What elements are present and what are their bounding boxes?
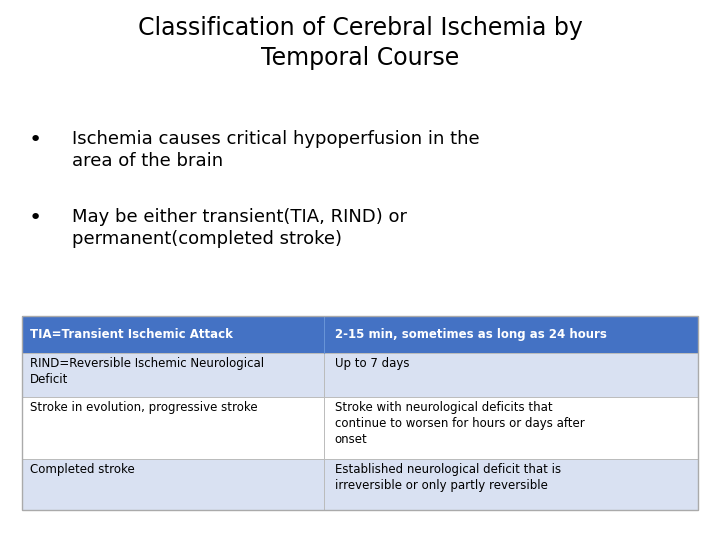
Text: •: • (29, 130, 42, 150)
Text: •: • (29, 208, 42, 228)
Text: Completed stroke: Completed stroke (30, 463, 135, 476)
Text: Ischemia causes critical hypoperfusion in the
area of the brain: Ischemia causes critical hypoperfusion i… (72, 130, 480, 170)
Text: Up to 7 days: Up to 7 days (335, 357, 409, 370)
FancyBboxPatch shape (22, 397, 698, 459)
Text: Classification of Cerebral Ischemia by
Temporal Course: Classification of Cerebral Ischemia by T… (138, 16, 582, 70)
Text: 2-15 min, sometimes as long as 24 hours: 2-15 min, sometimes as long as 24 hours (335, 328, 607, 341)
Text: Stroke with neurological deficits that
continue to worsen for hours or days afte: Stroke with neurological deficits that c… (335, 401, 585, 446)
Text: TIA=Transient Ischemic Attack: TIA=Transient Ischemic Attack (30, 328, 233, 341)
Text: May be either transient(TIA, RIND) or
permanent(completed stroke): May be either transient(TIA, RIND) or pe… (72, 208, 407, 248)
FancyBboxPatch shape (22, 353, 698, 397)
Text: Established neurological deficit that is
irreversible or only partly reversible: Established neurological deficit that is… (335, 463, 561, 492)
FancyBboxPatch shape (22, 459, 698, 510)
FancyBboxPatch shape (22, 316, 698, 353)
Text: RIND=Reversible Ischemic Neurological
Deficit: RIND=Reversible Ischemic Neurological De… (30, 357, 264, 386)
Text: Stroke in evolution, progressive stroke: Stroke in evolution, progressive stroke (30, 401, 258, 414)
